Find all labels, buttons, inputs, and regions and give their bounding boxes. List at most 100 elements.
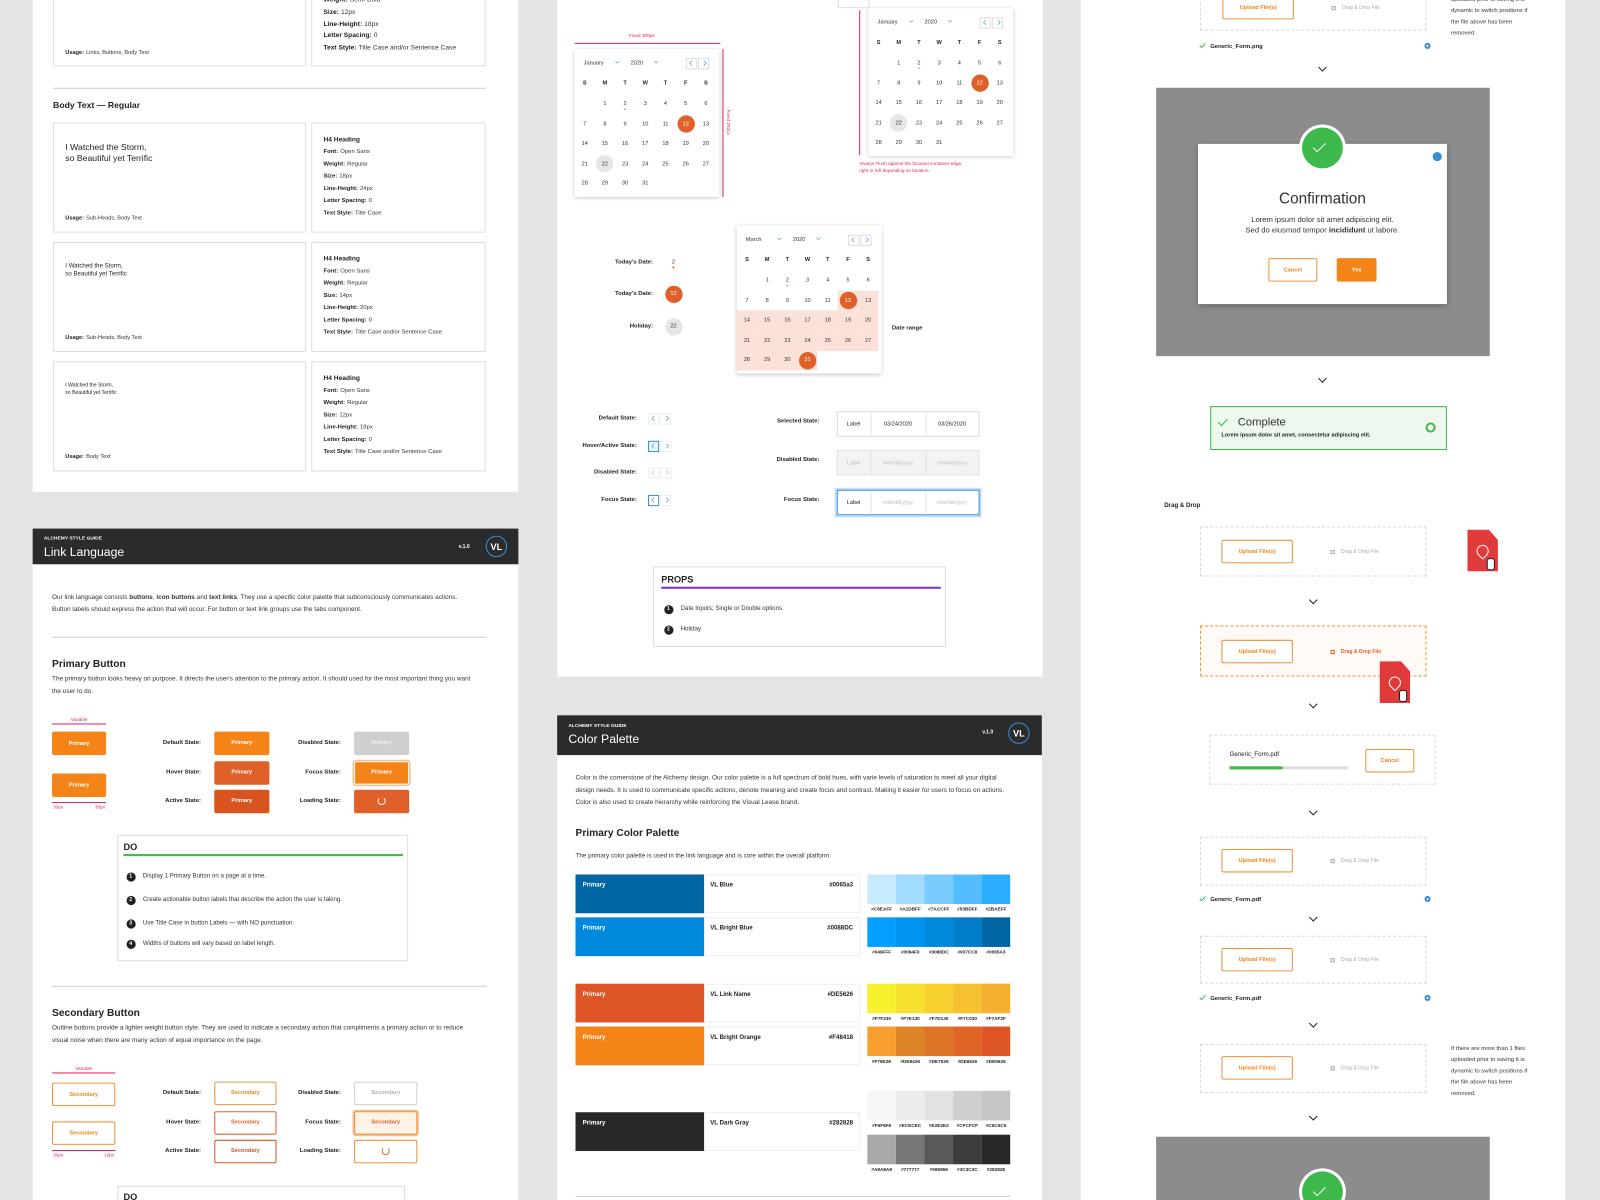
button-label: Cancel xyxy=(1283,266,1303,273)
start-date: 03/24/2020 xyxy=(883,420,913,428)
button-label: Upload File(s) xyxy=(1238,548,1276,555)
section-heading: Secondary Button xyxy=(52,1007,140,1019)
legend-label: Today's Date: xyxy=(614,290,654,297)
nav-button[interactable] xyxy=(685,58,697,70)
shade-hex: #F7F230 xyxy=(872,1015,892,1021)
day: 1 xyxy=(765,277,769,284)
state-label: Selected State: xyxy=(776,418,820,425)
spec-value: Sub-Heads, Body Text xyxy=(86,215,142,222)
spec-value: Title Case xyxy=(354,210,382,217)
day: 17 xyxy=(804,317,811,324)
color-swatch xyxy=(575,917,705,957)
number-badge xyxy=(126,918,136,929)
arrow-button[interactable] xyxy=(660,440,672,452)
weekday: S xyxy=(704,80,708,87)
shade-swatch xyxy=(981,1134,1011,1165)
button[interactable] xyxy=(1365,748,1415,773)
weekday: T xyxy=(785,257,790,264)
button[interactable] xyxy=(1221,947,1293,972)
button[interactable] xyxy=(52,731,107,756)
day: 28 xyxy=(743,357,751,364)
day: 3 xyxy=(937,60,941,67)
button[interactable] xyxy=(52,773,107,797)
day: 29 xyxy=(764,357,771,364)
day: 9 xyxy=(623,121,627,128)
button[interactable] xyxy=(52,1082,116,1107)
shade-hex: #F79E2E xyxy=(871,1058,892,1064)
shade-hex: #A8A8A8 xyxy=(871,1166,892,1172)
cursor-icon xyxy=(1486,558,1495,571)
arrow-button[interactable] xyxy=(660,494,672,506)
day: 4 xyxy=(826,277,830,284)
today-marker xyxy=(672,266,675,269)
button[interactable] xyxy=(1221,639,1293,664)
day: 26 xyxy=(844,337,852,344)
nav-button[interactable] xyxy=(697,58,710,70)
nav-button[interactable] xyxy=(860,234,872,246)
day: 7 xyxy=(877,80,881,87)
spec-title: H4 Heading xyxy=(323,255,360,263)
toast xyxy=(1210,406,1447,450)
button[interactable] xyxy=(214,760,270,785)
arrow-button[interactable] xyxy=(647,440,660,452)
shade-hex: #DE7526 xyxy=(929,1058,949,1064)
button[interactable] xyxy=(1221,539,1293,564)
spec-title: H4 Heading xyxy=(323,136,360,144)
spec-label: Usage: xyxy=(65,215,85,222)
spec-line: Size: 14px xyxy=(323,293,352,299)
button[interactable] xyxy=(214,1139,277,1163)
state-label: Focus State: xyxy=(305,1119,341,1126)
arrow-button[interactable] xyxy=(647,466,660,479)
nav-button[interactable] xyxy=(979,17,991,29)
button[interactable] xyxy=(1222,0,1294,20)
button[interactable] xyxy=(354,1081,418,1105)
day: 5 xyxy=(846,277,850,284)
button[interactable] xyxy=(1336,258,1377,282)
nav-button[interactable] xyxy=(991,17,1004,29)
button[interactable] xyxy=(214,1110,277,1135)
button[interactable] xyxy=(52,1121,116,1145)
drop-zone xyxy=(1199,935,1427,984)
day: 1 xyxy=(897,60,901,67)
props-underline xyxy=(661,586,941,589)
range-cell xyxy=(736,310,757,331)
date-input[interactable] xyxy=(836,449,980,476)
day: 8 xyxy=(765,297,769,304)
arrow-button[interactable] xyxy=(660,412,672,424)
props-box xyxy=(653,566,946,647)
button[interactable] xyxy=(1268,258,1318,282)
day: 10 xyxy=(804,297,811,304)
close-icon xyxy=(1432,151,1442,161)
do-underline xyxy=(123,854,404,857)
shade-swatch xyxy=(924,917,954,947)
section-heading: Primary Color Palette xyxy=(575,828,680,840)
button[interactable] xyxy=(1221,848,1293,873)
state-label: Loading State: xyxy=(299,1147,341,1155)
button[interactable] xyxy=(354,731,410,755)
button[interactable] xyxy=(214,1081,277,1105)
day: 30 xyxy=(621,181,629,188)
date-input[interactable] xyxy=(836,411,980,437)
nav-button[interactable] xyxy=(847,234,860,246)
paragraph: Our link language consists buttons, icon… xyxy=(52,592,475,616)
note: uploaded prior to saving it is xyxy=(1451,0,1525,4)
button[interactable] xyxy=(1221,1056,1293,1080)
range-cell xyxy=(777,310,798,331)
button[interactable] xyxy=(354,1110,418,1135)
arrow-button[interactable] xyxy=(647,412,660,424)
logo: VL xyxy=(1013,728,1025,739)
input-field xyxy=(837,0,870,9)
sample-text: I Watched the Storm, xyxy=(65,263,123,270)
button[interactable] xyxy=(214,731,270,755)
button[interactable] xyxy=(354,760,410,785)
end-date: mm/dd/yyyy xyxy=(937,499,968,506)
arrow-button[interactable] xyxy=(660,466,672,479)
weekday: M xyxy=(764,257,770,264)
button-label: Upload File(s) xyxy=(1238,648,1276,655)
button[interactable] xyxy=(214,789,270,813)
date-input[interactable] xyxy=(836,489,980,516)
range-cell xyxy=(777,330,798,351)
drop-label: Drag & Drop File xyxy=(1340,548,1379,555)
arrow-button[interactable] xyxy=(647,494,660,506)
drop-label: Drag & Drop File xyxy=(1341,4,1380,11)
